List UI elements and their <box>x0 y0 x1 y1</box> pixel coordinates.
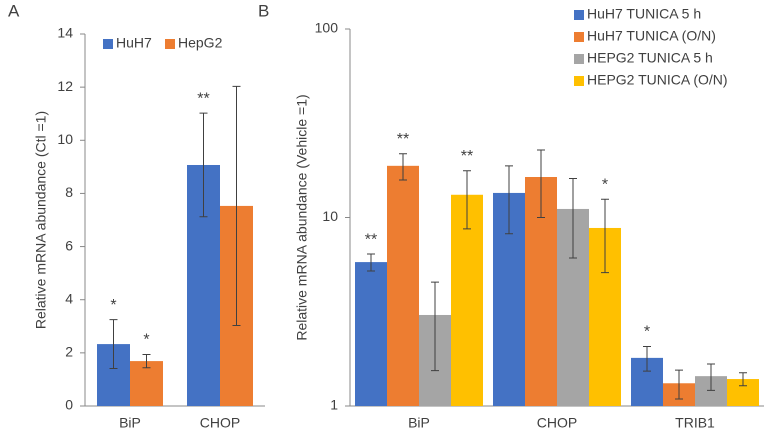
error-bar <box>707 363 715 391</box>
error-bar <box>537 149 545 218</box>
error-bar <box>505 165 513 235</box>
legend-swatch <box>574 76 584 86</box>
significance-label: ** <box>365 231 377 248</box>
error-bar <box>431 281 439 372</box>
y-tick-label: 12 <box>57 78 73 94</box>
legend-label: HuH7 <box>116 35 152 51</box>
error-bar <box>675 369 683 400</box>
y-axis-label: Relative mRNA abundance (Ctl =1) <box>33 111 49 329</box>
error-bar <box>569 178 577 259</box>
error-bar <box>399 153 407 181</box>
y-tick-label: 8 <box>65 184 73 200</box>
bar <box>387 165 419 406</box>
y-tick-label: 4 <box>65 290 73 306</box>
legend-label: HuH7 TUNICA 5 h <box>587 6 701 22</box>
significance-label: * <box>644 324 650 341</box>
error-bar <box>463 170 471 230</box>
x-tick-label: BiP <box>119 415 141 431</box>
significance-label: * <box>602 176 608 193</box>
error-bar <box>199 112 208 218</box>
significance-label: * <box>110 297 116 314</box>
legend-swatch <box>103 39 113 49</box>
y-tick-label: 0 <box>65 397 73 413</box>
legend-label: HepG2 <box>178 35 223 51</box>
y-tick-label: 1 <box>330 397 338 413</box>
y-tick-label: 2 <box>65 344 73 360</box>
bar <box>130 361 163 406</box>
legend-swatch <box>574 54 584 64</box>
x-tick-label: CHOP <box>200 415 240 431</box>
x-tick-label: TRIB1 <box>675 415 715 431</box>
y-tick-label: 10 <box>322 208 338 224</box>
y-tick-label: 10 <box>57 131 73 147</box>
error-bar <box>109 319 118 370</box>
legend-swatch <box>165 39 175 49</box>
legend-label: HuH7 TUNICA (O/N) <box>587 28 716 44</box>
x-tick-label: CHOP <box>537 415 577 431</box>
legend-swatch <box>574 10 584 20</box>
error-bar <box>142 353 151 369</box>
y-tick-label: 14 <box>57 25 73 41</box>
y-axis-label: Relative mRNA abundance (Vehicle =1) <box>294 94 310 340</box>
legend-swatch <box>574 32 584 42</box>
panel-label: A <box>8 1 20 20</box>
legend-label: HEPG2 TUNICA 5 h <box>587 50 713 66</box>
y-tick-label: 6 <box>65 237 73 253</box>
significance-label: * <box>143 332 149 349</box>
significance-label: ** <box>397 131 409 148</box>
significance-label: ** <box>197 90 209 107</box>
bar <box>355 262 387 406</box>
error-bar <box>739 372 747 387</box>
x-tick-label: BiP <box>408 415 430 431</box>
legend-label: HEPG2 TUNICA (O/N) <box>587 72 728 88</box>
error-bar <box>232 85 241 326</box>
error-bar <box>643 345 651 372</box>
significance-label: ** <box>461 148 473 165</box>
panel-label: B <box>258 1 269 20</box>
error-bar <box>367 253 375 272</box>
y-tick-label: 100 <box>315 20 339 36</box>
bar <box>451 194 483 406</box>
error-bar <box>601 198 609 274</box>
